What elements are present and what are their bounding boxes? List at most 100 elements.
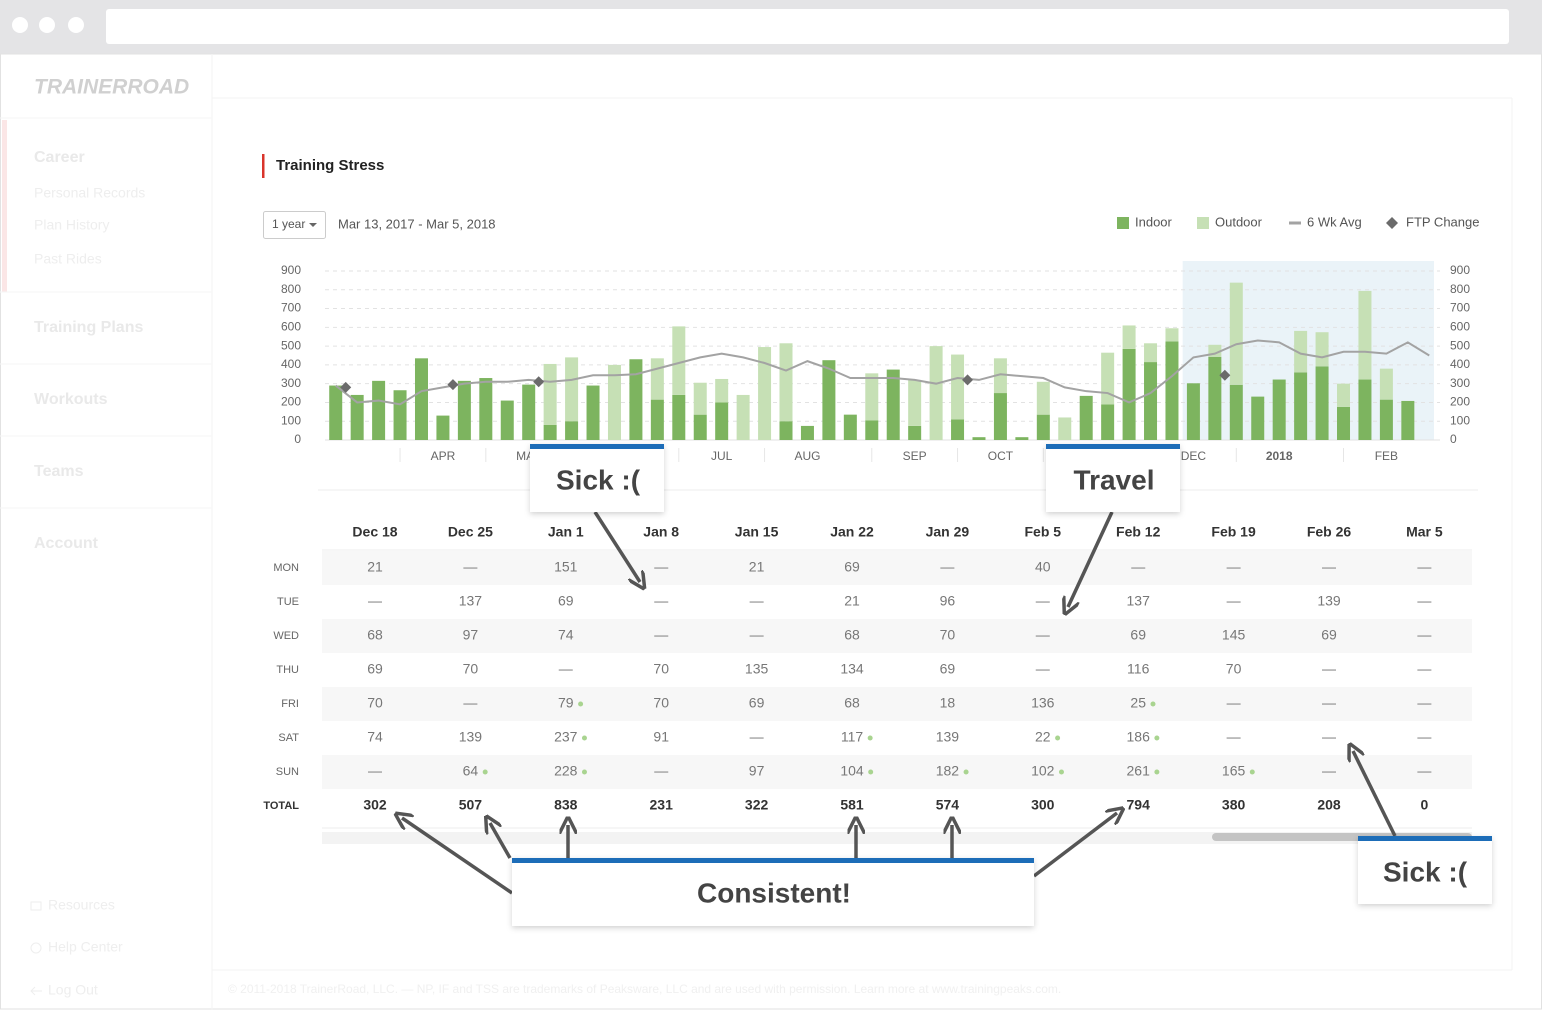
total-cell: 0	[1421, 797, 1429, 813]
column-header: Jan 15	[735, 524, 779, 540]
bar-indoor	[779, 421, 793, 440]
annotation-accent	[1358, 836, 1492, 841]
row-stripe	[322, 687, 1472, 721]
bar-indoor	[372, 380, 386, 440]
bar-outdoor	[993, 358, 1007, 394]
logo[interactable]: TRAINERROAD	[34, 76, 189, 99]
title-accent	[262, 154, 265, 178]
annotation-accent	[512, 858, 1034, 863]
row-stripe	[322, 755, 1472, 789]
y-tick-label: 600	[281, 320, 301, 334]
nav-item[interactable]: Workouts	[34, 391, 108, 408]
ftp-marker	[1219, 369, 1231, 381]
arrow	[1068, 511, 1114, 607]
legend-label: 6 Wk Avg	[1307, 214, 1362, 229]
cell: 91	[653, 729, 669, 745]
sidebar-link[interactable]: Log Out	[48, 982, 98, 998]
total-label: TOTAL	[263, 800, 299, 812]
cell: —	[750, 593, 764, 609]
cell: —	[463, 695, 477, 711]
y-tick-label: 300	[281, 376, 301, 390]
outdoor-dot	[963, 769, 969, 775]
bar-outdoor	[543, 363, 557, 425]
cell: 70	[940, 627, 956, 643]
x-tick-label: OCT	[988, 449, 1014, 463]
cell: 151	[554, 559, 578, 575]
bar-outdoor	[565, 357, 579, 422]
nav-item[interactable]: Training Plans	[34, 319, 143, 336]
cell: 97	[749, 763, 765, 779]
nav-item[interactable]: Career	[34, 149, 85, 166]
cell: 139	[936, 729, 960, 745]
bar-indoor	[1315, 366, 1329, 440]
sidebar-link[interactable]: Help Center	[48, 939, 123, 955]
cell: —	[368, 763, 382, 779]
outdoor-dot	[1058, 769, 1064, 775]
column-header: Feb 5	[1025, 524, 1062, 540]
cell: —	[1322, 661, 1336, 677]
legend-swatch	[1386, 217, 1398, 229]
cell: 69	[844, 559, 860, 575]
bar-indoor	[1337, 406, 1351, 440]
legend-swatch	[1197, 217, 1209, 229]
address-bar[interactable]	[106, 9, 1509, 44]
bar-indoor	[414, 358, 428, 440]
bar-outdoor	[1165, 328, 1179, 342]
bar-outdoor	[1229, 282, 1243, 385]
cell: 70	[367, 695, 383, 711]
cell: —	[940, 559, 954, 575]
cell: 237	[554, 729, 578, 745]
cell: 69	[940, 661, 956, 677]
cell: 79	[558, 695, 574, 711]
range-dropdown-label[interactable]: 1 year	[272, 217, 305, 231]
y2-tick-label: 500	[1450, 338, 1470, 352]
weekly-table: Dec 18 Dec 25 Jan 1 Jan 8 Jan 15 Jan 22 Jan 29…	[263, 524, 1472, 844]
cell: —	[1036, 627, 1050, 643]
cell: —	[559, 661, 573, 677]
sidebar-link[interactable]: Resources	[48, 897, 115, 913]
y2-tick-label: 400	[1450, 357, 1470, 371]
scroll-track	[322, 832, 1472, 844]
bar-indoor	[908, 425, 922, 440]
bar-outdoor	[1358, 290, 1372, 380]
y-tick-label: 400	[281, 357, 301, 371]
cell: 139	[1317, 593, 1341, 609]
cell: 182	[936, 763, 960, 779]
annotation-consistent: Consistent!	[402, 813, 1117, 926]
nav-item[interactable]: Account	[34, 535, 99, 552]
annotation-box	[1358, 836, 1492, 904]
nav-subitem[interactable]: Past Rides	[34, 251, 102, 267]
x-tick-label: APR	[431, 449, 456, 463]
row-label: FRI	[281, 698, 299, 710]
y2-tick-label: 100	[1450, 413, 1470, 427]
bar-indoor	[1036, 414, 1050, 440]
nav-subitem[interactable]: Personal Records	[34, 185, 145, 201]
window-dot	[12, 17, 28, 33]
nav-item[interactable]: Teams	[34, 463, 84, 480]
cell: —	[1322, 763, 1336, 779]
bar-indoor	[565, 421, 579, 440]
y-tick-label: 800	[281, 282, 301, 296]
y2-tick-label: 700	[1450, 301, 1470, 315]
bar-outdoor	[865, 373, 879, 421]
annotation-sick-1: Sick :(	[530, 444, 664, 582]
cell: 70	[653, 661, 669, 677]
bar-indoor	[972, 437, 986, 440]
bar-outdoor	[736, 394, 750, 440]
bar-outdoor	[650, 358, 664, 400]
outdoor-dot	[482, 769, 488, 775]
range-dropdown[interactable]	[263, 211, 326, 239]
cell: —	[750, 729, 764, 745]
cell: 135	[745, 661, 769, 677]
bar-indoor	[1251, 396, 1265, 440]
total-cell: 208	[1317, 797, 1341, 813]
nav-subitem[interactable]: Plan History	[34, 217, 109, 233]
footer: © 2011-2018 TrainerRoad, LLC. — NP, IF a…	[228, 982, 1061, 996]
date-range: Mar 13, 2017 - Mar 5, 2018	[338, 216, 496, 231]
cell: 116	[1127, 661, 1150, 677]
outdoor-dot	[1055, 735, 1061, 741]
active-indicator	[2, 120, 7, 292]
bar-indoor	[479, 378, 493, 440]
bar-indoor	[800, 425, 814, 440]
